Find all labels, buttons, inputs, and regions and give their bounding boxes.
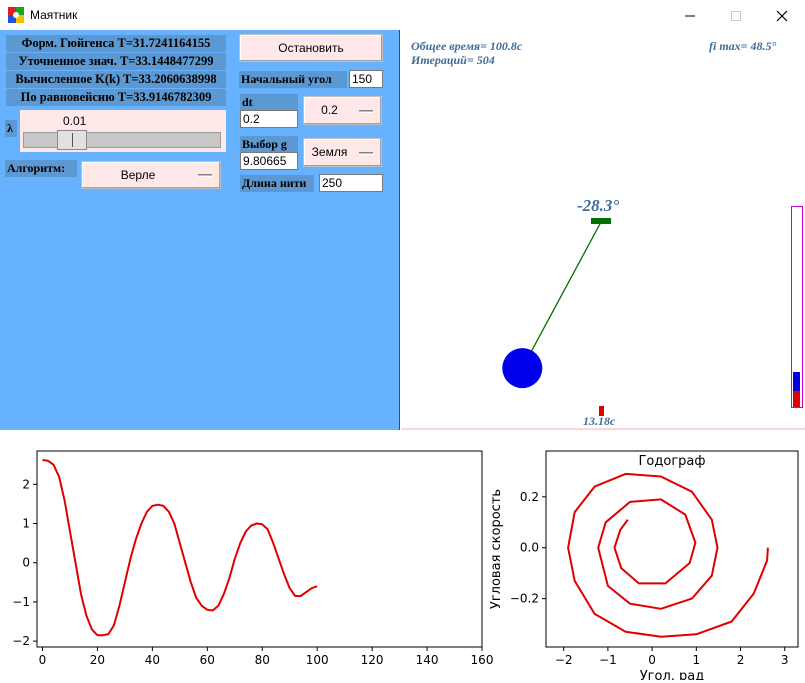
y-axis-label: Угловая скорость xyxy=(489,489,504,609)
close-button[interactable] xyxy=(759,0,805,30)
length-label: Длина нити xyxy=(240,175,314,192)
x-tick-label: 100 xyxy=(306,653,329,667)
computed-k-period-label: Вычисленное K(k) T=33.2060638998 xyxy=(6,71,226,88)
dropdown-icon xyxy=(198,174,212,177)
pendulum-canvas xyxy=(502,218,611,389)
simulation-panel: Общее время= 100.8с Итераций= 504 fi max… xyxy=(401,30,805,430)
algorithm-value: Верле xyxy=(120,168,156,182)
y-tick-label: 0 xyxy=(22,556,30,570)
g-label: Выбор g xyxy=(240,136,298,153)
energy-bar-blue xyxy=(793,372,800,391)
x-tick-label: 20 xyxy=(90,653,105,667)
minimize-button[interactable] xyxy=(667,0,713,30)
charts-canvas: 0 20 40 60 80 100 120 140 160 −2 −1 0 1 2 −2 −1 0 1 2 3 −0.2… xyxy=(12,450,799,683)
window-title: Маятник xyxy=(30,8,78,22)
title-bar: Маятник xyxy=(0,0,805,30)
y-tick-label: 2 xyxy=(22,477,30,491)
chart-title: Годограф xyxy=(639,454,706,469)
x-tick-label: −2 xyxy=(555,653,573,667)
energy-bar-red xyxy=(793,391,800,407)
lambda-label: λ xyxy=(5,120,17,137)
chart-2-frame xyxy=(545,450,799,648)
energy-bar-frame xyxy=(791,206,803,408)
length-input[interactable]: 250 xyxy=(319,174,383,192)
stop-button[interactable]: Остановить xyxy=(239,34,383,62)
x-tick-label: 2 xyxy=(737,653,745,667)
dropdown-icon xyxy=(359,151,373,155)
y-tick-label: 0.0 xyxy=(520,541,539,555)
algorithm-select[interactable]: Верле xyxy=(81,161,221,189)
pendulum-bob xyxy=(502,348,543,389)
angle-label: -28.3° xyxy=(577,196,620,215)
dropdown-icon xyxy=(359,109,373,113)
chart-1-series-line xyxy=(42,459,318,637)
y-tick-label: −0.2 xyxy=(510,592,539,606)
dt-input[interactable]: 0.2 xyxy=(240,110,298,128)
x-tick-label: 1 xyxy=(692,653,700,667)
app-icon xyxy=(8,7,24,23)
time-marker xyxy=(599,406,604,416)
x-tick-label: 80 xyxy=(255,653,270,667)
g-select[interactable]: Земля xyxy=(303,138,382,167)
dt-label: dt xyxy=(240,94,298,111)
fi-max-label: fi max= 48.5° xyxy=(709,39,777,53)
maximize-icon xyxy=(731,11,741,22)
pendulum-pivot xyxy=(591,218,611,224)
g-input[interactable]: 9.80665 xyxy=(240,152,298,170)
x-tick-label: 120 xyxy=(361,653,384,667)
x-tick-label: 140 xyxy=(416,653,439,667)
slider-track[interactable] xyxy=(23,132,221,148)
x-axis-label: Угол, рад xyxy=(640,669,705,680)
g-select-value: Земля xyxy=(311,145,348,159)
x-tick-label: 40 xyxy=(145,653,160,667)
x-tick-label: 0 xyxy=(39,653,47,667)
start-angle-input[interactable]: 150 xyxy=(349,70,383,88)
equilibrium-period-label: По равновейсию T=33.9146782309 xyxy=(6,89,226,106)
minimize-icon xyxy=(685,15,695,17)
x-tick-label: 60 xyxy=(200,653,215,667)
charts-area: 0 20 40 60 80 100 120 140 160 −2 −1 0 1 2 −2 −1 0 1 2 3 −0.2… xyxy=(0,432,805,683)
dt-select[interactable]: 0.2 xyxy=(303,96,382,125)
start-angle-label: Начальный угол xyxy=(239,71,347,88)
algorithm-label: Алгоритм: xyxy=(5,160,77,177)
control-panel: Форм. Гюйгенса T=31.7241164155 Уточненно… xyxy=(0,30,400,430)
lambda-slider[interactable]: 0.01 xyxy=(20,110,226,152)
chart-2-series-line xyxy=(567,472,769,638)
y-tick-label: 0.2 xyxy=(520,490,539,504)
slider-value: 0.01 xyxy=(63,114,87,128)
refined-period-label: Уточненное знач. T=33.1448477299 xyxy=(6,53,226,70)
x-tick-label: 3 xyxy=(781,653,789,667)
x-tick-label: −1 xyxy=(599,653,617,667)
y-tick-label: −2 xyxy=(12,634,30,648)
x-tick-label: 0 xyxy=(648,653,656,667)
x-tick-label: 160 xyxy=(471,653,494,667)
close-icon xyxy=(776,10,788,22)
pendulum-string xyxy=(521,221,602,369)
y-tick-label: −1 xyxy=(12,595,30,609)
period-value-label: 13.18с xyxy=(583,414,616,428)
total-time-label: Общее время= 100.8с xyxy=(411,39,523,53)
chart-1-frame xyxy=(36,450,483,648)
dt-select-value: 0.2 xyxy=(321,103,338,117)
slider-thumb[interactable] xyxy=(56,130,87,150)
maximize-button[interactable] xyxy=(713,0,759,30)
huygens-period-label: Форм. Гюйгенса T=31.7241164155 xyxy=(6,35,226,52)
iterations-label: Итераций= 504 xyxy=(411,53,495,67)
y-tick-label: 1 xyxy=(22,517,30,531)
